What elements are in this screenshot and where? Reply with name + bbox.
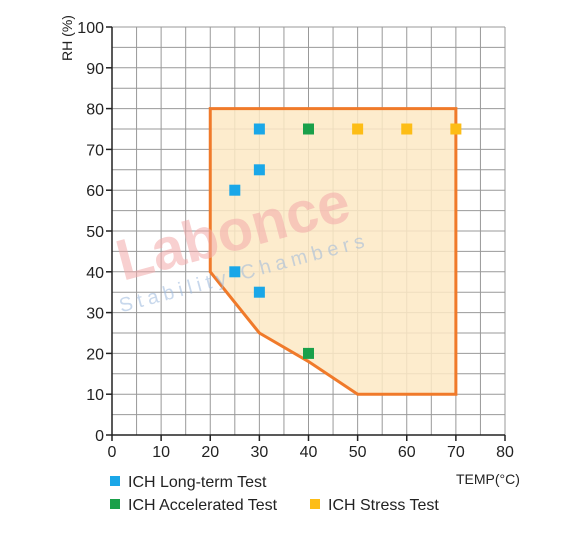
legend-label: ICH Long-term Test: [128, 474, 267, 491]
y-tick-label: 40: [86, 265, 104, 282]
y-tick-label: 0: [95, 428, 104, 445]
x-tick-label: 0: [108, 444, 117, 461]
x-axis-label: TEMP(°C): [456, 471, 520, 487]
x-tick-label: 20: [201, 444, 219, 461]
legend-label: ICH Accelerated Test: [128, 497, 278, 514]
data-point-series-1: [303, 123, 314, 135]
x-tick-label: 40: [300, 444, 318, 461]
data-point-series-1: [303, 347, 314, 359]
data-point-series-0: [253, 286, 265, 298]
legend-swatch: [110, 499, 120, 509]
data-point-series-0: [253, 164, 265, 176]
data-point-series-0: [253, 123, 265, 135]
x-tick-label: 30: [250, 444, 268, 461]
y-tick-label: 100: [77, 20, 104, 37]
y-axis-label: RH (%): [59, 15, 75, 61]
test-region: [208, 107, 458, 396]
x-tick-label: 80: [496, 444, 514, 461]
x-tick-label: 60: [398, 444, 416, 461]
x-tick-label: 10: [152, 444, 170, 461]
data-point-series-2: [352, 123, 364, 135]
legend-swatch: [110, 476, 120, 486]
legend-label: ICH Stress Test: [328, 497, 439, 514]
y-tick-label: 20: [86, 346, 104, 363]
legend-swatch: [310, 499, 320, 509]
y-tick-label: 80: [86, 102, 104, 119]
legend: ICH Long-term Test ICH Accelerated Test IC…: [110, 474, 439, 514]
y-tick-label: 10: [86, 387, 104, 404]
x-tick-label: 70: [447, 444, 465, 461]
y-tick-label: 90: [86, 61, 104, 78]
x-tick-label: 50: [349, 444, 367, 461]
data-points: [229, 123, 462, 359]
data-point-series-2: [450, 123, 462, 135]
y-tick-label: 30: [86, 306, 104, 323]
y-tick-label: 70: [86, 142, 104, 159]
data-point-series-2: [401, 123, 413, 135]
data-point-series-0: [229, 266, 241, 278]
y-tick-label: 50: [86, 224, 104, 241]
data-point-series-0: [229, 184, 241, 196]
axes: 0 10 20 30 40 50 60 70 80 0 10 20 30 40 50 60 70 80 90 100: [77, 20, 514, 461]
y-tick-label: 60: [86, 183, 104, 200]
